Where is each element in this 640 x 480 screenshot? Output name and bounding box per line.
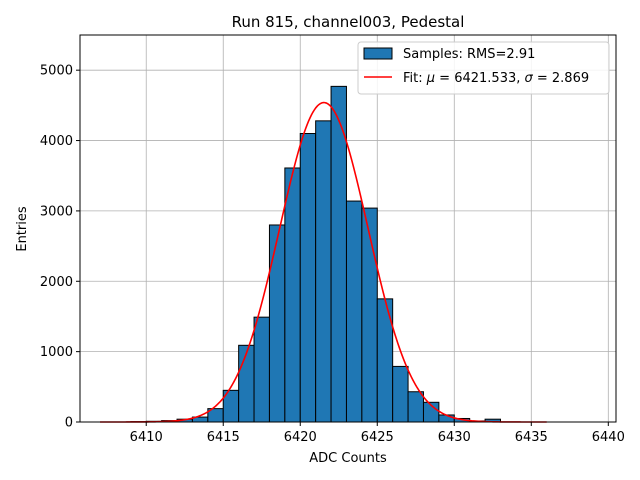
- x-axis-label: ADC Counts: [309, 451, 387, 466]
- histogram-bar: [345, 200, 363, 423]
- histogram-bar: [253, 316, 270, 423]
- plot-frame: [79, 34, 617, 423]
- histogram-bar: [315, 120, 332, 423]
- legend-box: [357, 41, 610, 95]
- y-tick-label: 3000: [40, 204, 73, 219]
- y-tick-label: 4000: [40, 134, 73, 149]
- legend-fit-label: Fit: μ = 6421.533, σ = 2.869: [403, 71, 589, 86]
- y-tick-label: 0: [65, 416, 73, 431]
- x-tick-label: 6430: [438, 430, 471, 445]
- histogram-bar: [392, 365, 409, 423]
- histogram-bar: [299, 133, 317, 423]
- histogram-bar: [407, 391, 424, 423]
- legend-samples-swatch: [363, 47, 393, 60]
- x-tick-label: 6440: [592, 430, 625, 445]
- y-axis-ticks: 0 1000 2000 3000 4000 5000: [40, 64, 80, 431]
- x-tick-label: 6435: [515, 430, 548, 445]
- x-tick-label: 6410: [130, 430, 163, 445]
- histogram-bar: [361, 207, 378, 423]
- chart-title: Run 815, channel003, Pedestal: [232, 13, 465, 31]
- y-tick-label: 2000: [40, 275, 73, 290]
- histogram-bars: [130, 85, 501, 423]
- x-tick-label: 6425: [361, 430, 394, 445]
- legend-samples-label: Samples: RMS=2.91: [403, 47, 535, 62]
- x-tick-label: 6415: [207, 430, 240, 445]
- legend: Samples: RMS=2.91 Fit: μ = 6421.533, σ =…: [357, 41, 610, 95]
- histogram-bar: [238, 344, 255, 423]
- gaussian-fit-curve: [100, 101, 547, 423]
- x-tick-label: 6420: [284, 430, 317, 445]
- histogram-bar: [284, 167, 301, 423]
- y-axis-label: Entries: [15, 206, 30, 252]
- y-tick-label: 5000: [40, 64, 73, 79]
- x-axis-ticks: 6410 6415 6420 6425 6430 6435 6440: [130, 422, 625, 445]
- y-tick-label: 1000: [40, 345, 73, 360]
- histogram-bar: [268, 224, 286, 423]
